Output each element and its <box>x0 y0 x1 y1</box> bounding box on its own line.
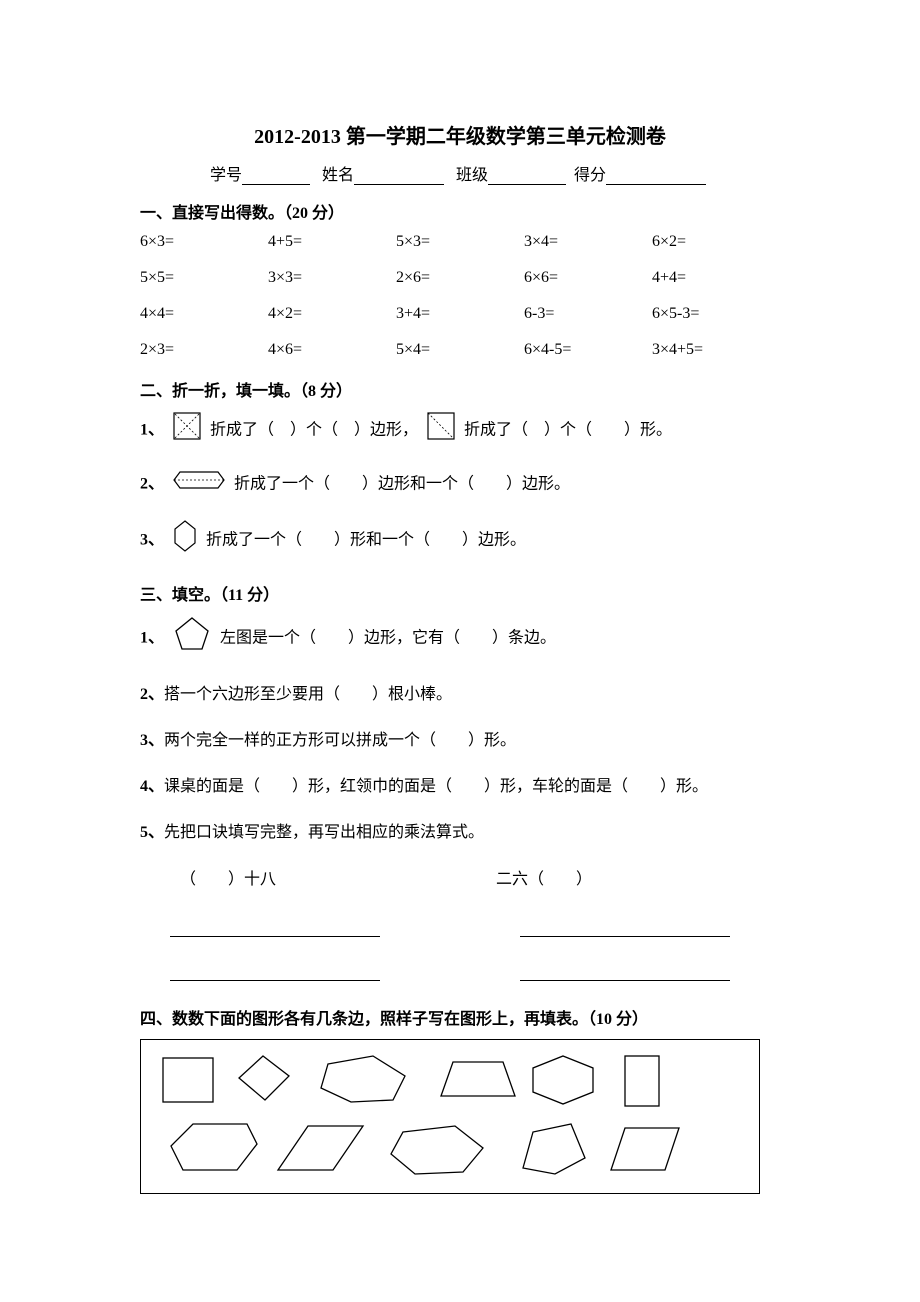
calc-cell[interactable]: 2×6= <box>396 269 524 287</box>
koujue-1[interactable]: （ ）十八 <box>180 865 276 889</box>
shapes-box <box>140 1039 760 1194</box>
q-number: 4、 <box>140 778 164 795</box>
q-text: 搭一个六边形至少要用（ ）根小棒。 <box>164 686 452 703</box>
s3-q3: 3、两个完全一样的正方形可以拼成一个（ ）形。 <box>140 727 780 755</box>
calc-cell[interactable]: 3×4+5= <box>652 341 780 359</box>
hexagon-tall-icon <box>172 519 198 563</box>
q-text: 两个完全一样的正方形可以拼成一个（ ）形。 <box>164 732 516 749</box>
calc-grid: 6×3= 4+5= 5×3= 3×4= 6×2= 5×5= 3×3= 2×6= … <box>140 233 780 359</box>
q-number: 5、 <box>140 824 164 841</box>
q-text: 折成了一个（ ）形和一个（ ）边形。 <box>206 532 526 549</box>
answer-blank[interactable] <box>170 961 380 981</box>
q-number: 1、 <box>140 630 164 647</box>
calc-cell[interactable]: 5×4= <box>396 341 524 359</box>
calc-cell[interactable]: 3×3= <box>268 269 396 287</box>
calc-cell[interactable]: 6-3= <box>524 305 652 323</box>
koujue-row: （ ）十八 二六（ ） <box>140 865 780 889</box>
section-1-head: 一、直接写出得数。（20 分） <box>140 199 780 223</box>
section-3-head: 三、填空。（11 分） <box>140 581 780 605</box>
q-number: 2、 <box>140 686 164 703</box>
calc-cell[interactable]: 5×5= <box>140 269 268 287</box>
calc-cell[interactable]: 4×4= <box>140 305 268 323</box>
answer-blank[interactable] <box>520 917 730 937</box>
calc-cell[interactable]: 4×6= <box>268 341 396 359</box>
answer-lines-1 <box>140 917 780 937</box>
student-info: 学号 姓名 班级 得分 <box>140 161 780 185</box>
q-text: 先把口诀填写完整，再写出相应的乘法算式。 <box>164 824 484 841</box>
blank-id[interactable] <box>242 167 310 185</box>
calc-cell[interactable]: 4+5= <box>268 233 396 251</box>
page-title: 2012-2013 第一学期二年级数学第三单元检测卷 <box>140 120 780 149</box>
q-text: 左图是一个（ ）边形，它有（ ）条边。 <box>220 630 556 647</box>
calc-cell[interactable]: 2×3= <box>140 341 268 359</box>
pentagon-icon <box>172 615 212 663</box>
q-number: 1、 <box>140 422 164 439</box>
s3-q2: 2、搭一个六边形至少要用（ ）根小棒。 <box>140 681 780 709</box>
calc-cell[interactable]: 4×2= <box>268 305 396 323</box>
q-number: 3、 <box>140 532 164 549</box>
answer-blank[interactable] <box>170 917 380 937</box>
s2-q1: 1、 折成了（ ）个（ ）边形， 折成了（ ）个（ ）形。 <box>140 411 780 451</box>
calc-cell[interactable]: 3+4= <box>396 305 524 323</box>
calc-cell[interactable]: 6×5-3= <box>652 305 780 323</box>
blank-class[interactable] <box>488 167 566 185</box>
koujue-2[interactable]: 二六（ ） <box>496 865 592 889</box>
q-text: 折成了（ ）个（ ）边形， <box>210 422 418 439</box>
section-4-head: 四、数数下面的图形各有几条边，照样子写在图形上，再填表。（10 分） <box>140 1005 780 1029</box>
blank-name[interactable] <box>354 167 444 185</box>
s2-q2: 2、 折成了一个（ ）边形和一个（ ）边形。 <box>140 469 780 501</box>
blank-score[interactable] <box>606 167 706 185</box>
q-text: 课桌的面是（ ）形，红领巾的面是（ ）形，车轮的面是（ ）形。 <box>164 778 708 795</box>
section-2-head: 二、折一折，填一填。（8 分） <box>140 377 780 401</box>
square-diagonal-icon <box>426 411 456 451</box>
calc-cell[interactable]: 5×3= <box>396 233 524 251</box>
square-dashed-icon <box>172 411 202 451</box>
calc-cell[interactable]: 6×3= <box>140 233 268 251</box>
label-class: 班级 <box>456 167 488 184</box>
calc-cell[interactable]: 6×6= <box>524 269 652 287</box>
label-name: 姓名 <box>322 167 354 184</box>
q-text: 折成了一个（ ）边形和一个（ ）边形。 <box>234 476 570 493</box>
q-text: 折成了（ ）个（ ）形。 <box>464 422 672 439</box>
label-score: 得分 <box>574 167 606 184</box>
q-number: 2、 <box>140 476 164 493</box>
s3-q1: 1、 左图是一个（ ）边形，它有（ ）条边。 <box>140 615 780 663</box>
s2-q3: 3、 折成了一个（ ）形和一个（ ）边形。 <box>140 519 780 563</box>
answer-lines-2 <box>140 961 780 981</box>
hexagon-flat-icon <box>172 469 226 501</box>
calc-cell[interactable]: 3×4= <box>524 233 652 251</box>
calc-cell[interactable]: 6×2= <box>652 233 780 251</box>
label-id: 学号 <box>210 167 242 184</box>
calc-cell[interactable]: 6×4-5= <box>524 341 652 359</box>
q-number: 3、 <box>140 732 164 749</box>
shapes-svg <box>153 1050 748 1180</box>
s3-q5: 5、先把口诀填写完整，再写出相应的乘法算式。 <box>140 819 780 847</box>
s3-q4: 4、课桌的面是（ ）形，红领巾的面是（ ）形，车轮的面是（ ）形。 <box>140 773 780 801</box>
answer-blank[interactable] <box>520 961 730 981</box>
calc-cell[interactable]: 4+4= <box>652 269 780 287</box>
